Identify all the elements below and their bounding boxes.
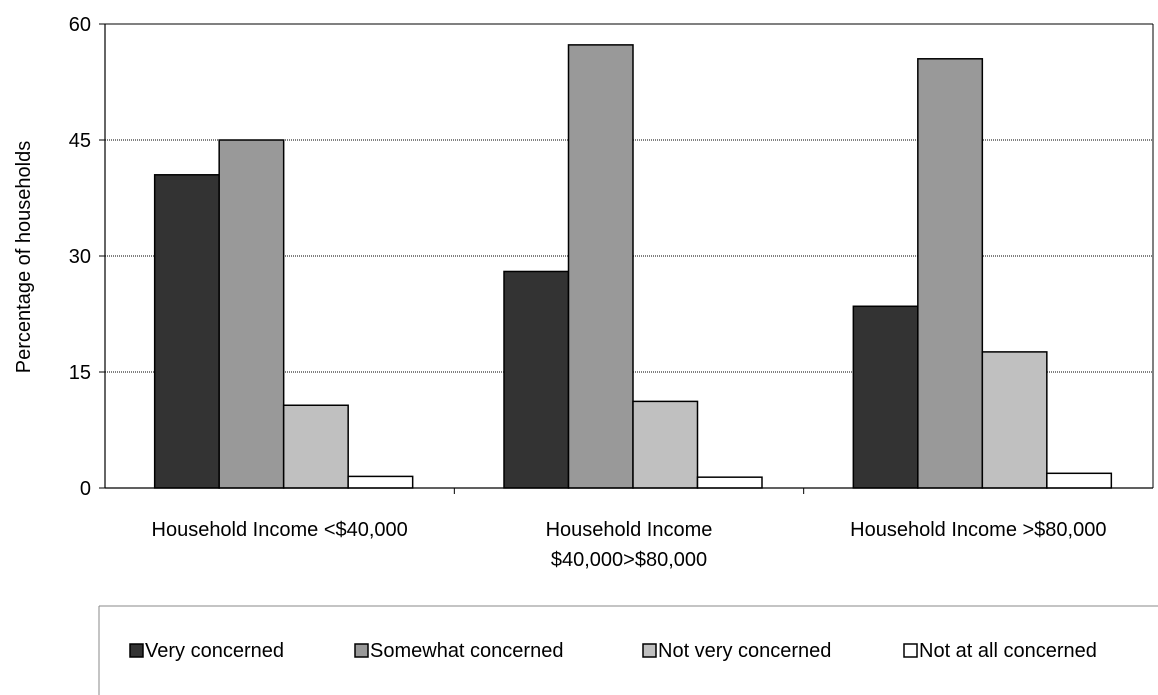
legend-swatch [642, 643, 657, 658]
bar [917, 58, 984, 489]
legend-label: Very concerned [145, 640, 284, 662]
legend-swatch [129, 643, 144, 658]
bar [696, 476, 763, 489]
y-tick-label: 0 [80, 478, 91, 500]
bar [567, 44, 634, 489]
category-label: Household Income [546, 519, 713, 541]
category-labels: Household Income <$40,000 Household Incom… [152, 519, 1107, 571]
legend-label: Not very concerned [658, 640, 831, 662]
category-label: $40,000>$80,000 [551, 549, 707, 571]
legend-label: Not at all concerned [919, 640, 1097, 662]
bar [981, 351, 1048, 489]
y-tick-label: 60 [69, 14, 91, 36]
y-axis-label: Percentage of households [13, 141, 35, 373]
y-tick-labels: 0 15 30 45 60 [69, 14, 91, 500]
y-tick-label: 45 [69, 130, 91, 152]
bar [282, 404, 349, 489]
bar [153, 174, 220, 489]
y-tick-label: 30 [69, 246, 91, 268]
bars [153, 44, 1113, 489]
category-label: Household Income >$80,000 [850, 519, 1106, 541]
legend: Very concerned Somewhat concerned Not very… [98, 605, 1158, 695]
bar [503, 270, 570, 489]
legend-label: Somewhat concerned [370, 640, 563, 662]
axes [99, 23, 1154, 494]
legend-swatch [903, 643, 918, 658]
bar [632, 400, 699, 489]
y-tick-label: 15 [69, 362, 91, 384]
bar [347, 475, 414, 489]
bar [852, 305, 919, 489]
category-label: Household Income <$40,000 [152, 519, 408, 541]
bar [218, 139, 285, 489]
bar [1046, 472, 1113, 489]
legend-swatch [354, 643, 369, 658]
